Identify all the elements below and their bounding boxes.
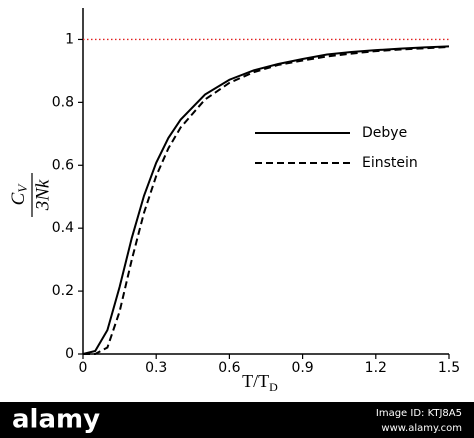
x-label-sub: D	[269, 380, 278, 394]
legend-label: Einstein	[362, 155, 418, 171]
legend-label: Debye	[362, 125, 407, 141]
series-line	[83, 46, 450, 355]
y-tick-label: 0.4	[52, 220, 74, 236]
y-tick-label: 0.6	[52, 157, 74, 173]
y-tick-label: 0.8	[52, 94, 74, 110]
y-label-c: C	[8, 192, 29, 205]
y-label-sub: V	[15, 183, 30, 193]
y-tick-label: 1	[65, 31, 74, 47]
series-line	[82, 45, 450, 355]
y-label-numerator: CV	[8, 183, 30, 206]
x-tick-label: 0	[79, 360, 88, 376]
y-axis-label: CV 3Nk	[8, 173, 53, 217]
watermark-id: Image ID: KTJ8A5	[376, 408, 462, 419]
x-tick-label: 1.5	[438, 360, 460, 376]
y-tick-label: 0	[65, 346, 74, 362]
x-tick-label: 0.3	[145, 360, 167, 376]
x-tick-label: 0.9	[291, 360, 313, 376]
x-label-main: T/T	[242, 371, 269, 391]
y-label-denominator: 3Nk	[32, 179, 53, 211]
y-tick-label: 0.2	[52, 283, 74, 299]
x-axis-label: T/TD	[242, 371, 278, 394]
x-tick-label: 0.6	[218, 360, 240, 376]
watermark-bar	[0, 402, 474, 438]
watermark-brand: alamy	[12, 405, 100, 435]
x-tick-label: 1.2	[365, 360, 387, 376]
watermark-url: www.alamy.com	[381, 423, 462, 434]
